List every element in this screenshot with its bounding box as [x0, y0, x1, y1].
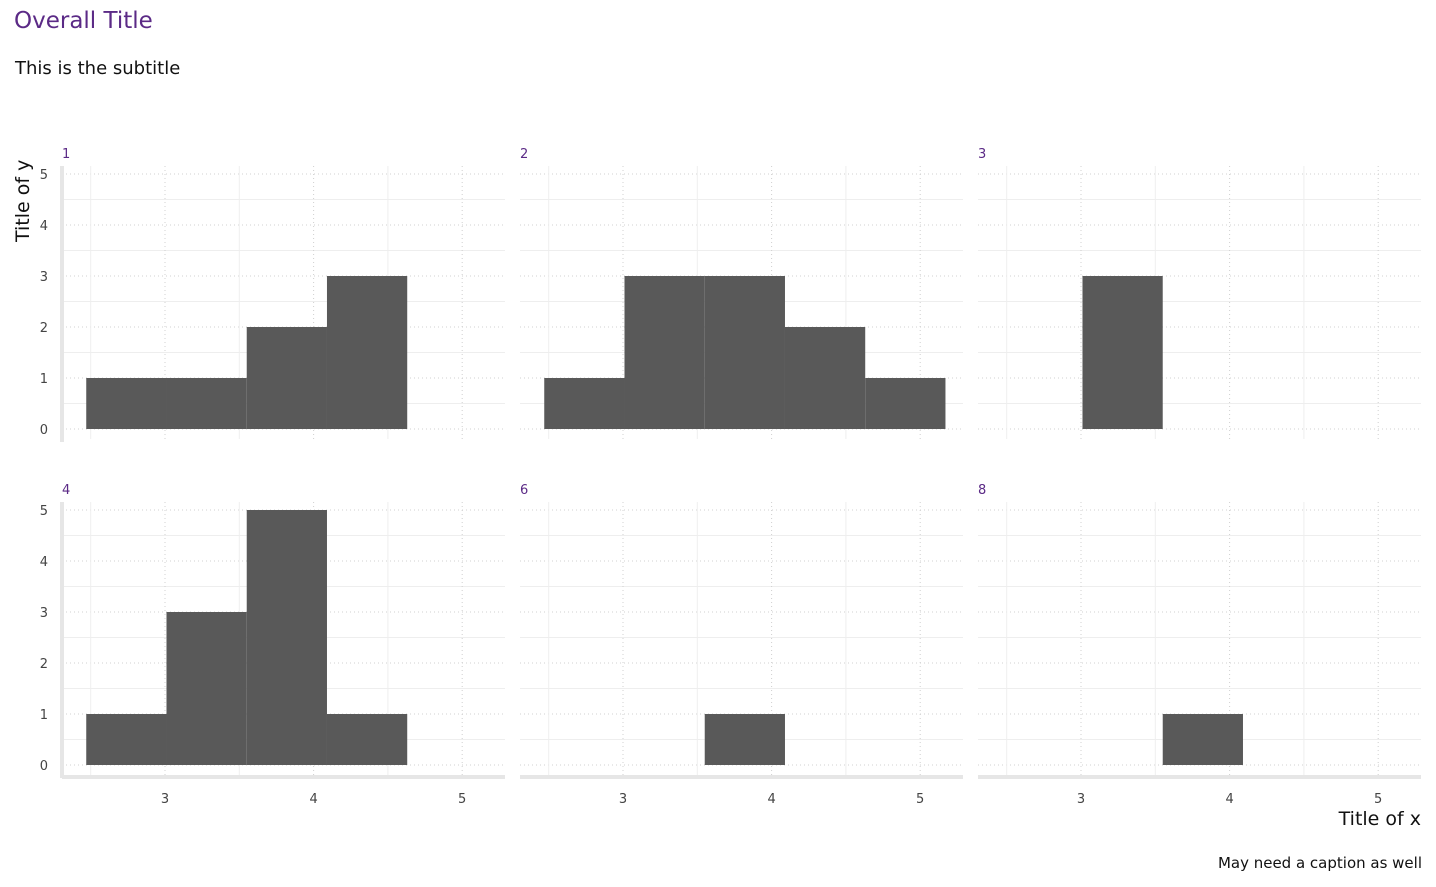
histogram-bar [784, 327, 866, 429]
histogram-bar [1082, 276, 1163, 429]
x-tick-label: 4 [767, 792, 775, 807]
x-tick-label: 3 [161, 792, 169, 807]
histogram-bar [704, 714, 785, 765]
facet-strip-label: 3 [978, 147, 986, 162]
y-tick-label: 1 [40, 372, 48, 387]
x-tick-label: 3 [1077, 792, 1085, 807]
facet-strip-label: 1 [62, 147, 70, 162]
histogram-bar [704, 276, 785, 429]
histogram-bar [166, 378, 247, 429]
y-tick-label: 2 [40, 321, 48, 336]
x-tick-label: 5 [1374, 792, 1382, 807]
histogram-bar [865, 378, 946, 429]
y-tick-label: 4 [40, 555, 48, 570]
chart-caption: May need a caption as well [1217, 854, 1422, 872]
x-tick-label: 4 [1225, 792, 1233, 807]
x-tick-label: 4 [309, 792, 317, 807]
y-tick-label: 3 [40, 606, 48, 621]
y-tick-label: 1 [40, 708, 48, 723]
histogram-bar [326, 276, 408, 429]
y-tick-label: 3 [40, 270, 48, 285]
histogram-bar [86, 378, 167, 429]
chart-title: Overall Title [14, 8, 153, 34]
y-tick-label: 5 [40, 504, 48, 519]
y-tick-label: 5 [40, 168, 48, 183]
histogram-bar [86, 714, 167, 765]
y-tick-label: 4 [40, 219, 48, 234]
facet-strip-label: 2 [520, 147, 528, 162]
y-tick-label: 0 [40, 759, 48, 774]
y-tick-label: 0 [40, 423, 48, 438]
y-tick-label: 2 [40, 657, 48, 672]
histogram-bar [1162, 714, 1243, 765]
chart-subtitle: This is the subtitle [15, 58, 181, 79]
facet-strip-label: 6 [520, 483, 528, 498]
x-axis-title: Title of x [1338, 808, 1421, 830]
histogram-bar [246, 327, 327, 429]
facet-strip-label: 8 [978, 483, 986, 498]
histogram-bar [246, 510, 327, 765]
x-tick-label: 5 [458, 792, 466, 807]
histogram-bar [624, 276, 705, 429]
histogram-bar [326, 714, 408, 765]
facet-strip-label: 4 [62, 483, 70, 498]
x-tick-label: 5 [916, 792, 924, 807]
x-tick-label: 3 [619, 792, 627, 807]
histogram-bar [166, 612, 247, 765]
histogram-bar [544, 378, 625, 429]
